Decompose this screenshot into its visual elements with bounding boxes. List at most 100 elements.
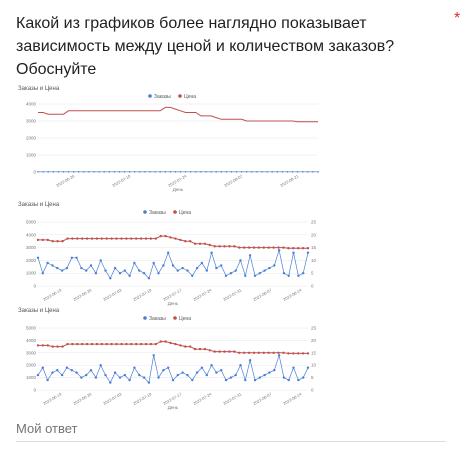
- price-point: [85, 237, 89, 240]
- orders-point: [205, 373, 208, 377]
- y-tick-label: 0: [33, 170, 36, 175]
- price-point: [218, 350, 221, 353]
- price-point: [85, 342, 89, 346]
- orders-point: [210, 251, 213, 254]
- price-point: [306, 247, 310, 250]
- y2-tick-label: 5: [311, 375, 314, 380]
- orders-point: [157, 272, 160, 275]
- orders-point: [147, 277, 151, 280]
- orders-point: [277, 249, 281, 252]
- series-line-orders: [37, 353, 309, 384]
- price-point: [66, 237, 69, 240]
- price-point: [115, 237, 118, 240]
- orders-point: [240, 171, 243, 173]
- price-point: [154, 342, 157, 346]
- orders-point: [42, 171, 44, 173]
- orders-point: [171, 264, 175, 267]
- orders-point: [41, 366, 44, 369]
- price-point: [198, 242, 202, 245]
- orders-point: [169, 171, 172, 173]
- orders-point: [282, 376, 286, 379]
- orders-point: [297, 378, 300, 382]
- price-point: [41, 344, 45, 347]
- legend-orders-marker: [143, 210, 147, 214]
- orders-point: [37, 171, 39, 173]
- orders-point: [230, 171, 233, 173]
- x-axis-label: День: [168, 301, 179, 306]
- price-point: [61, 345, 64, 348]
- orders-point: [287, 274, 290, 277]
- x-tick-label: 2022-07-03: [102, 287, 123, 302]
- x-tick-label: 2022-07-24: [192, 391, 213, 406]
- orders-point: [276, 171, 279, 173]
- price-point: [61, 240, 64, 243]
- orders-point: [138, 269, 141, 272]
- price-point: [90, 342, 94, 346]
- price-point: [90, 237, 94, 240]
- orders-point: [210, 171, 212, 173]
- x-tick-label: 2022-06-26: [55, 173, 76, 188]
- price-point: [76, 237, 79, 240]
- x-tick-label: 2022-07-17: [162, 391, 183, 406]
- orders-point: [56, 369, 59, 372]
- price-point: [213, 350, 216, 353]
- price-point: [125, 342, 128, 346]
- orders-point: [118, 272, 122, 275]
- orders-point: [306, 251, 310, 254]
- x-tick-label: 2022-07-24: [192, 287, 213, 302]
- price-point: [277, 351, 280, 354]
- orders-point: [266, 171, 268, 173]
- orders-point: [164, 171, 167, 173]
- orders-point: [234, 373, 237, 377]
- x-tick-label: 2022-07-31: [222, 391, 243, 406]
- x-tick-label: 2022-06-26: [72, 287, 93, 302]
- price-point: [252, 351, 256, 354]
- x-tick-label: 2022-08-14: [282, 287, 303, 302]
- price-point: [203, 242, 207, 245]
- price-point: [149, 342, 153, 346]
- orders-point: [181, 371, 184, 374]
- orders-point: [133, 261, 136, 265]
- orders-point: [174, 171, 177, 173]
- price-point: [277, 246, 280, 249]
- answer-placeholder[interactable]: Мой ответ: [16, 421, 78, 436]
- orders-point: [205, 269, 208, 272]
- orders-point: [162, 264, 165, 267]
- price-point: [243, 246, 246, 249]
- price-point: [257, 351, 261, 354]
- x-axis-label: День: [168, 405, 179, 410]
- price-point: [139, 237, 143, 240]
- orders-point: [109, 277, 112, 280]
- charts-image: Заказы и Цена Заказы Цена 0 1000 2000 3000 4000…: [16, 80, 324, 410]
- orders-point: [317, 171, 319, 173]
- x-tick-label: 2022-07-10: [132, 391, 153, 406]
- orders-point: [159, 171, 161, 173]
- price-point: [71, 237, 74, 240]
- price-point: [189, 345, 192, 348]
- orders-point: [301, 171, 304, 173]
- orders-point: [195, 266, 199, 270]
- orders-point: [184, 171, 187, 173]
- price-point: [301, 352, 305, 355]
- orders-point: [46, 378, 49, 382]
- price-point: [130, 237, 133, 240]
- price-point: [292, 352, 295, 355]
- price-point: [81, 237, 84, 240]
- orders-point: [271, 171, 273, 173]
- x-tick-label: 2022-08-07: [252, 391, 273, 406]
- orders-point: [70, 369, 73, 372]
- orders-point: [72, 171, 75, 173]
- orders-point: [113, 266, 117, 270]
- y2-tick-label: 15: [311, 245, 317, 250]
- x-tick-label: 2022-07-17: [162, 287, 183, 302]
- chart-title: Заказы и Цена: [18, 308, 60, 314]
- orders-point: [186, 373, 189, 377]
- orders-point: [88, 171, 90, 173]
- orders-point: [128, 378, 131, 382]
- legend-price-label: Цена: [184, 94, 196, 100]
- orders-point: [123, 373, 127, 377]
- chart-title: Заказы и Цена: [18, 86, 60, 92]
- orders-point: [244, 274, 247, 277]
- price-point: [297, 352, 300, 355]
- x-tick-label: 2022-07-24: [167, 173, 188, 188]
